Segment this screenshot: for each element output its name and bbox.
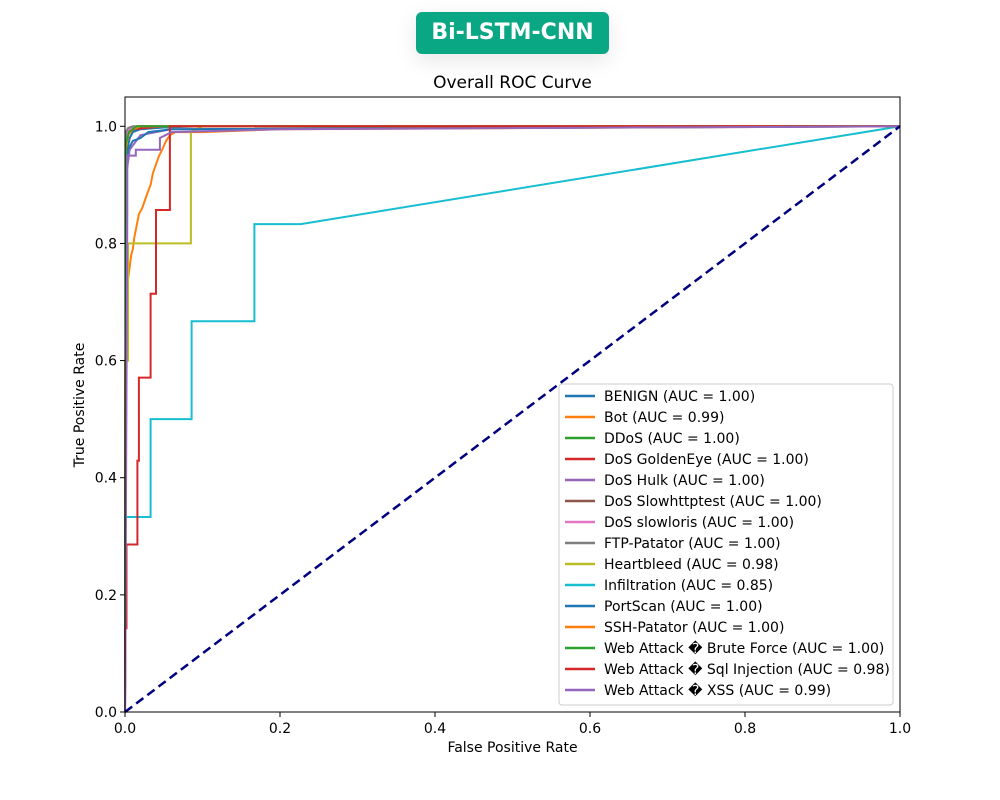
legend-entry-label: DDoS (AUC = 1.00): [604, 431, 740, 447]
x-tick-label: 0.6: [579, 721, 601, 737]
x-tick-label: 0.8: [734, 721, 756, 737]
chart-title: Overall ROC Curve: [433, 73, 592, 93]
legend-box: [558, 383, 894, 706]
series-layer: [124, 125, 901, 713]
legend-entry-label: PortScan (AUC = 1.00): [604, 599, 763, 615]
y-tick-label: 0.0: [95, 705, 117, 721]
legend: BENIGN (AUC = 1.00) Bot (AUC = 0.99) DDoS …: [558, 383, 894, 706]
legend-entry-label: Web Attack � Brute Force (AUC = 1.00): [604, 640, 884, 657]
legend-entry-label: Infiltration (AUC = 0.85): [604, 578, 773, 594]
x-axis-title: False Positive Rate: [447, 740, 577, 756]
legend-entry-label: Bot (AUC = 0.99): [604, 410, 724, 426]
legend-entry-label: DoS Slowhttptest (AUC = 1.00): [604, 494, 822, 510]
y-tick-label: 0.4: [95, 471, 117, 487]
x-tick-label: 0.2: [269, 721, 291, 737]
y-axis-title: True Positive Rate: [72, 343, 88, 469]
y-tick-label: 1.0: [95, 119, 117, 135]
legend-entry-label: SSH-Patator (AUC = 1.00): [604, 620, 784, 636]
model-name-badge: Bi-LSTM-CNN: [416, 12, 609, 54]
legend-entry-label: FTP-Patator (AUC = 1.00): [604, 536, 781, 552]
legend-entry-label: Web Attack � Sql Injection (AUC = 0.98): [604, 661, 890, 678]
legend-entry-label: DoS Hulk (AUC = 1.00): [604, 473, 765, 489]
legend-entry-label: Web Attack � XSS (AUC = 0.99): [604, 682, 831, 699]
y-tick-label: 0.6: [95, 354, 117, 370]
y-tick-label: 0.2: [95, 588, 117, 604]
roc-series-line-14: [124, 125, 901, 713]
legend-entry-label: BENIGN (AUC = 1.00): [604, 389, 755, 405]
x-tick-label: 1.0: [889, 721, 911, 737]
legend-entry-label: DoS GoldenEye (AUC = 1.00): [604, 452, 809, 468]
x-axis: 0.0 0.2 0.4 0.6 0.8 1.0: [114, 712, 911, 737]
legend-entry-label: DoS slowloris (AUC = 1.00): [604, 515, 794, 531]
y-axis: 0.0 0.2 0.4 0.6 0.8 1.0: [95, 119, 125, 721]
y-tick-label: 0.8: [95, 236, 117, 252]
chance-diagonal-line: [124, 125, 901, 713]
x-tick-label: 0.4: [424, 721, 446, 737]
legend-entry-label: Heartbleed (AUC = 0.98): [604, 557, 779, 573]
plot-frame: [124, 96, 901, 713]
x-tick-label: 0.0: [114, 721, 136, 737]
